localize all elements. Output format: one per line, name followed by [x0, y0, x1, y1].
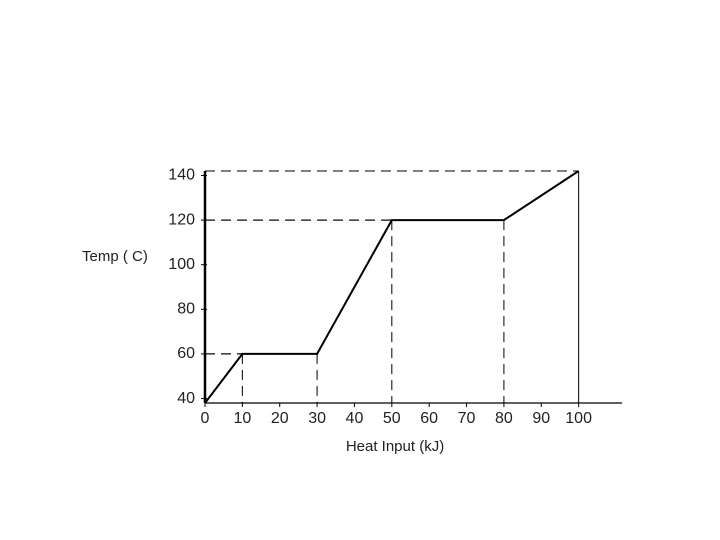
y-tick-label: 120	[168, 211, 195, 228]
x-tick-label: 0	[201, 410, 210, 427]
x-tick-label: 50	[383, 410, 401, 427]
x-tick-label: 90	[532, 410, 550, 427]
x-tick-label: 10	[233, 410, 251, 427]
x-tick-label: 20	[271, 410, 289, 427]
x-tick-label: 80	[495, 410, 513, 427]
x-tick-label: 30	[308, 410, 326, 427]
x-tick-label: 100	[565, 410, 592, 427]
y-axis-label: Temp ( C)	[82, 248, 148, 265]
x-tick-label: 40	[346, 410, 364, 427]
y-tick-label: 140	[168, 167, 195, 184]
x-tick-label: 60	[420, 410, 438, 427]
y-tick-label: 40	[177, 390, 195, 407]
y-tick-label: 100	[168, 256, 195, 273]
x-axis-label: Heat Input (kJ)	[346, 438, 444, 455]
data-line	[204, 170, 580, 404]
y-tick-label: 60	[177, 345, 195, 362]
x-tick-label: 70	[458, 410, 476, 427]
y-tick-label: 80	[177, 301, 195, 318]
